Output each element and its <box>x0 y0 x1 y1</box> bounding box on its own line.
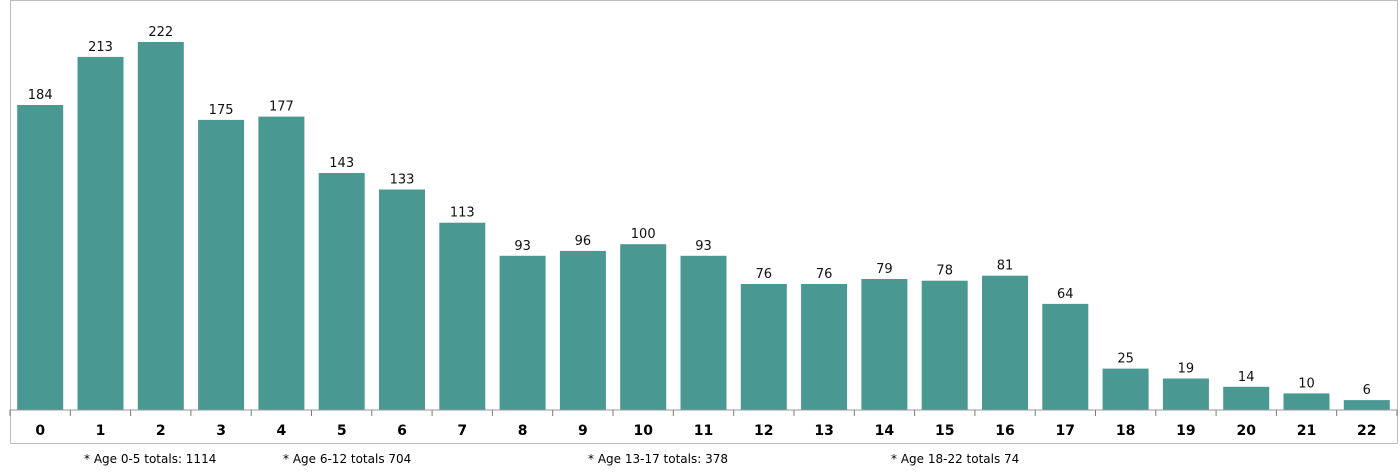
bar-17 <box>1042 303 1089 410</box>
value-label-20: 14 <box>1238 370 1255 385</box>
value-label-9: 96 <box>575 234 592 249</box>
bar-0 <box>17 105 64 410</box>
value-label-14: 79 <box>876 262 893 277</box>
value-label-21: 10 <box>1298 376 1315 391</box>
tick-label-1: 1 <box>96 423 106 439</box>
bar-11 <box>680 255 727 410</box>
tick-label-9: 9 <box>578 423 588 439</box>
tick-label-4: 4 <box>277 423 287 439</box>
bar-22 <box>1343 400 1390 410</box>
value-label-6: 133 <box>390 173 415 188</box>
value-label-1: 213 <box>88 40 113 55</box>
value-label-3: 175 <box>209 103 234 118</box>
tick-label-14: 14 <box>875 423 895 439</box>
value-label-10: 100 <box>631 227 656 242</box>
bar-16 <box>982 275 1028 410</box>
bar-5 <box>318 173 365 410</box>
tick-label-18: 18 <box>1116 423 1135 439</box>
bars-group <box>17 42 1390 411</box>
tick-label-17: 17 <box>1056 423 1075 439</box>
bar-2 <box>137 42 184 410</box>
value-label-19: 19 <box>1178 362 1195 377</box>
bar-6 <box>379 189 425 410</box>
tick-label-15: 15 <box>935 423 954 439</box>
tick-label-12: 12 <box>754 423 773 439</box>
tick-label-7: 7 <box>457 423 467 439</box>
value-label-5: 143 <box>329 156 354 171</box>
value-label-15: 78 <box>936 264 953 279</box>
tick-label-20: 20 <box>1236 423 1256 439</box>
bar-8 <box>499 255 546 410</box>
bar-9 <box>559 250 606 410</box>
value-label-12: 76 <box>756 267 773 282</box>
value-label-0: 184 <box>28 88 53 103</box>
x-axis-ticks <box>9 410 1398 416</box>
bar-7 <box>439 222 486 410</box>
tick-label-11: 11 <box>694 423 713 439</box>
value-label-18: 25 <box>1117 352 1134 367</box>
tick-label-0: 0 <box>35 423 45 439</box>
tick-label-6: 6 <box>397 423 407 439</box>
bar-20 <box>1223 386 1270 410</box>
tick-label-16: 16 <box>995 423 1014 439</box>
value-label-13: 76 <box>816 267 833 282</box>
value-label-4: 177 <box>269 100 294 115</box>
footnote-age-0-5: * Age 0-5 totals: 1114 <box>84 452 217 466</box>
tick-label-8: 8 <box>518 423 528 439</box>
tick-label-2: 2 <box>156 423 166 439</box>
value-label-17: 64 <box>1057 287 1074 302</box>
value-label-16: 81 <box>997 259 1014 274</box>
value-label-22: 6 <box>1363 383 1371 398</box>
bar-18 <box>1102 368 1149 410</box>
tick-label-3: 3 <box>216 423 226 439</box>
bar-10 <box>620 244 667 410</box>
value-label-7: 113 <box>450 206 475 221</box>
bar-3 <box>198 119 245 411</box>
bar-13 <box>801 284 848 410</box>
value-label-8: 93 <box>514 239 531 254</box>
tick-label-21: 21 <box>1297 423 1316 439</box>
bar-15 <box>921 280 968 410</box>
bar-12 <box>740 284 787 410</box>
footnote-age-18-22: * Age 18-22 totals 74 <box>891 452 1020 466</box>
tick-label-5: 5 <box>337 423 347 439</box>
tick-label-13: 13 <box>814 423 833 439</box>
bar-19 <box>1162 378 1209 410</box>
tick-label-19: 19 <box>1176 423 1195 439</box>
bar-14 <box>861 279 908 410</box>
footnote-age-6-12: * Age 6-12 totals 704 <box>283 452 412 466</box>
footnote-age-13-17: * Age 13-17 totals: 378 <box>588 452 728 466</box>
value-label-2: 222 <box>148 25 173 40</box>
value-labels-group: 184 213 222 175 177 143 133 113 93 96 100 93 76 76 79 7… <box>28 25 1371 398</box>
tick-label-22: 22 <box>1357 423 1376 439</box>
bar-21 <box>1283 393 1330 410</box>
tick-label-10: 10 <box>633 423 653 439</box>
value-label-11: 93 <box>695 239 712 254</box>
bar-4 <box>258 116 305 410</box>
bar-1 <box>77 56 124 411</box>
x-axis-tick-labels: 0 1 2 3 4 5 6 7 8 9 10 11 12 13 14 15 16 17 18 19 20 21 22 <box>35 423 1376 439</box>
